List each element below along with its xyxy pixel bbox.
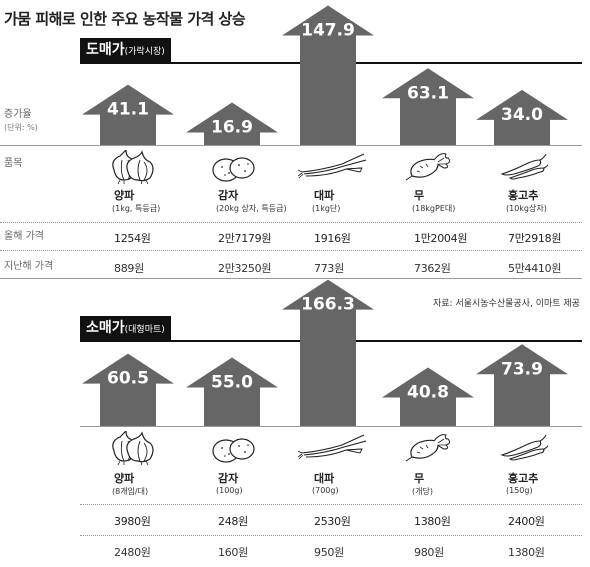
red-pepper-icon [496, 431, 551, 469]
retail-this-year-price-1: 248원 [218, 515, 248, 528]
retail-value-label-4: 73.9 [501, 359, 543, 379]
wholesale-last-year-price-0: 889원 [114, 262, 144, 275]
wholesale-divider-1 [0, 222, 582, 223]
retail-arrow-1 [186, 357, 278, 426]
wholesale-last-year-price-2: 773원 [314, 262, 344, 275]
retail-last-year-price-3: 980원 [414, 546, 444, 559]
retail-panel-subtitle: (대형마트) [124, 325, 165, 335]
retail-item-name-0: 양파 [114, 472, 135, 485]
wholesale-arrow-4 [476, 89, 568, 145]
wholesale-this-year-price-1: 2만7179원 [218, 232, 272, 245]
retail-last-year-price-0: 2480원 [114, 546, 151, 559]
wholesale-panel-subtitle: (가락시장) [124, 47, 165, 57]
retail-item-unit-3: (개당) [412, 487, 433, 496]
wholesale-item-unit-4: (10kg상자) [506, 204, 547, 213]
wholesale-panel-tag: 도매가(가락시장) [80, 38, 171, 62]
radish-icon [402, 150, 454, 188]
red-pepper-icon [496, 150, 551, 188]
retail-this-year-price-0: 3980원 [114, 515, 151, 528]
wholesale-item-name-3: 무 [414, 189, 425, 202]
retail-panel-title: 소매가 [86, 320, 125, 336]
wholesale-divider-2 [0, 250, 582, 251]
chart-title: 가뭄 피해로 인한 주요 농작물 가격 상승 [4, 10, 246, 28]
this-year-row-label: 올해 가격 [4, 231, 44, 242]
retail-item-unit-2: (700g) [312, 486, 339, 495]
wholesale-value-label-0: 41.1 [107, 100, 149, 120]
retail-last-year-price-1: 160원 [218, 546, 248, 559]
wholesale-item-name-0: 양파 [114, 189, 135, 202]
retail-arrow-0 [82, 353, 174, 426]
retail-value-label-3: 40.8 [407, 382, 449, 402]
radish-icon [402, 431, 454, 469]
wholesale-bottom-rule [0, 278, 582, 279]
retail-value-label-2: 166.3 [301, 295, 355, 315]
wholesale-value-label-2: 147.9 [301, 21, 355, 41]
wholesale-item-unit-2: (1kg단) [312, 204, 341, 213]
retail-arrow-2 [282, 279, 374, 426]
wholesale-arrow-2 [282, 5, 374, 145]
retail-divider-2 [80, 535, 582, 536]
onion-icon [102, 148, 154, 188]
wholesale-item-unit-1: (20kg 상자, 특등급) [216, 204, 287, 213]
retail-last-year-price-2: 950원 [314, 546, 344, 559]
retail-item-name-3: 무 [414, 472, 425, 485]
wholesale-item-unit-0: (1kg, 특등급) [112, 204, 161, 213]
wholesale-last-year-price-4: 5만4410원 [508, 262, 562, 275]
retail-panel-tag: 소매가(대형마트) [80, 316, 171, 340]
retail-this-year-price-2: 2530원 [314, 515, 351, 528]
wholesale-item-unit-3: (18kgPE대) [412, 204, 456, 213]
increase-row-label: 증가율 (단위: %) [4, 108, 38, 134]
wholesale-last-year-price-1: 2만3250원 [218, 262, 272, 275]
wholesale-arrow-1 [186, 102, 278, 145]
retail-item-name-2: 대파 [314, 472, 335, 485]
wholesale-item-name-1: 감자 [218, 189, 239, 202]
retail-arrow-3 [382, 367, 474, 426]
wholesale-arrow-3 [382, 68, 474, 145]
wholesale-item-name-4: 홍고추 [508, 189, 539, 202]
wholesale-this-year-price-3: 1만2004원 [414, 232, 468, 245]
retail-value-label-1: 55.0 [211, 373, 253, 393]
onion-icon [102, 429, 154, 469]
wholesale-baseline [0, 145, 582, 146]
retail-item-name-4: 홍고추 [508, 472, 539, 485]
wholesale-value-label-4: 34.0 [501, 105, 543, 125]
last-year-row-label: 지난해 가격 [4, 261, 54, 272]
retail-value-label-0: 60.5 [107, 369, 149, 389]
wholesale-this-year-price-2: 1916원 [314, 232, 351, 245]
potato-icon [206, 431, 258, 469]
retail-baseline [80, 426, 582, 427]
retail-this-year-price-3: 1380원 [414, 515, 451, 528]
retail-last-year-price-4: 1380원 [508, 546, 545, 559]
increase-label: 증가율 [4, 109, 32, 120]
retail-item-unit-0: (8개입/대) [112, 487, 149, 496]
retail-this-year-price-4: 2400원 [508, 515, 545, 528]
green-onion-icon [297, 150, 367, 188]
wholesale-value-label-3: 63.1 [407, 83, 449, 103]
retail-item-name-1: 감자 [218, 472, 239, 485]
retail-item-unit-4: (150g) [506, 486, 533, 495]
item-row-label: 품목 [4, 158, 23, 169]
potato-icon [206, 150, 258, 188]
retail-divider-1 [80, 504, 582, 505]
retail-arrow-4 [476, 344, 568, 426]
wholesale-this-year-price-4: 7만2918원 [508, 232, 562, 245]
wholesale-this-year-price-0: 1254원 [114, 232, 151, 245]
green-onion-icon [297, 431, 367, 469]
increase-unit-label: (단위: %) [4, 123, 38, 132]
wholesale-arrow-0 [82, 84, 174, 145]
source-note: 자료: 서울시농수산물공사, 이마트 제공 [433, 299, 580, 309]
wholesale-item-name-2: 대파 [314, 189, 335, 202]
wholesale-last-year-price-3: 7362원 [414, 262, 451, 275]
wholesale-panel-title: 도매가 [86, 42, 125, 58]
retail-item-unit-1: (100g) [216, 486, 243, 495]
wholesale-value-label-1: 16.9 [211, 117, 253, 137]
